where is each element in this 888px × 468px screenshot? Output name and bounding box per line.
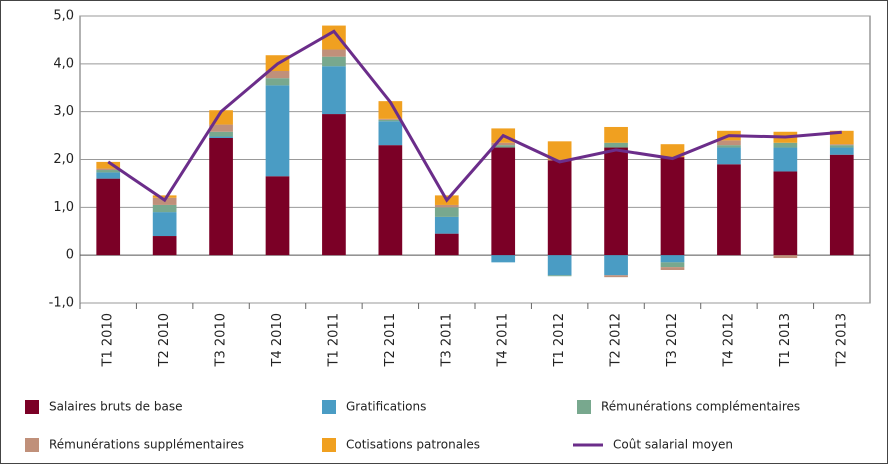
bar-segment bbox=[491, 255, 516, 263]
bar-segment bbox=[660, 144, 685, 158]
legend-swatch bbox=[25, 438, 39, 452]
bar-segment bbox=[209, 136, 233, 138]
bar-segment bbox=[322, 114, 346, 256]
bar-segment bbox=[491, 147, 516, 256]
y-tick-label: 3,0 bbox=[53, 104, 74, 119]
bar-segment bbox=[378, 119, 403, 122]
bar-segment bbox=[96, 161, 121, 169]
legend-label: Salaires bruts de base bbox=[49, 400, 182, 414]
x-tick-label: T1 2012 bbox=[552, 313, 567, 367]
x-tick-label: T1 2010 bbox=[101, 313, 116, 367]
bar-segment bbox=[829, 145, 854, 148]
x-tick-label: T2 2010 bbox=[157, 313, 172, 367]
legend-swatch bbox=[577, 400, 591, 414]
bar-segment bbox=[604, 255, 628, 276]
legend-swatch bbox=[322, 438, 336, 452]
bar-segment bbox=[547, 141, 572, 160]
bar-segment bbox=[152, 204, 177, 213]
bar-segment bbox=[434, 216, 459, 234]
bar-segment bbox=[660, 255, 685, 263]
x-tick-label: T2 2012 bbox=[609, 313, 624, 367]
legend-label: Coût salarial moyen bbox=[613, 438, 733, 452]
bar-segment bbox=[378, 121, 403, 146]
bar-segment bbox=[547, 160, 572, 256]
bar-segment bbox=[717, 147, 741, 165]
bar-segment bbox=[322, 56, 346, 67]
x-tick-label: T3 2012 bbox=[665, 313, 680, 367]
bar-segment bbox=[434, 233, 459, 256]
x-tick-label: T3 2010 bbox=[214, 313, 229, 367]
legend-swatch bbox=[25, 400, 39, 414]
bar-segment bbox=[96, 172, 121, 179]
bar-segment bbox=[717, 140, 741, 146]
bar-segment bbox=[209, 124, 233, 132]
legend-label: Cotisations patronales bbox=[346, 438, 480, 452]
bar-segment bbox=[491, 145, 516, 148]
bar-segment bbox=[660, 157, 685, 256]
x-tick-label: T1 2011 bbox=[326, 313, 341, 367]
bar-segment bbox=[717, 164, 741, 256]
bar-segment bbox=[265, 78, 290, 86]
bar-segment bbox=[773, 147, 798, 172]
x-tick-label: T3 2011 bbox=[439, 313, 454, 367]
bar-segment bbox=[152, 236, 177, 256]
bar-segment bbox=[209, 137, 233, 256]
bar-segment bbox=[547, 159, 572, 161]
bar-segment bbox=[434, 204, 459, 208]
bar-segment bbox=[96, 168, 121, 171]
bar-segment bbox=[322, 49, 346, 57]
bar-segment bbox=[265, 85, 290, 177]
x-tick-label: T4 2012 bbox=[721, 313, 736, 367]
x-tick-label: T4 2011 bbox=[496, 313, 511, 367]
bar-segment bbox=[773, 171, 798, 256]
x-tick-label: T2 2011 bbox=[383, 313, 398, 367]
line bbox=[107, 29, 842, 203]
bar-segment bbox=[660, 267, 685, 270]
legend-label: Gratifications bbox=[346, 400, 426, 414]
x-tick-label: T2 2013 bbox=[834, 313, 849, 367]
legend-label: Rémunérations supplémentaires bbox=[49, 438, 244, 452]
bar-segment bbox=[265, 176, 290, 256]
bar-segment bbox=[152, 212, 177, 237]
bar-segment bbox=[322, 66, 346, 115]
bar-segment bbox=[491, 142, 516, 146]
bar-segment bbox=[378, 118, 403, 120]
bar-segment bbox=[96, 178, 121, 256]
y-tick-label: 1,0 bbox=[53, 200, 74, 215]
y-tick-label: 5,0 bbox=[53, 9, 74, 24]
y-tick-label: 0 bbox=[66, 248, 74, 263]
bar-segment bbox=[604, 142, 628, 148]
bar-segment bbox=[322, 25, 346, 50]
legend-label: Rémunérations complémentaires bbox=[601, 400, 800, 414]
bar-segment bbox=[547, 255, 572, 276]
bar-segment bbox=[152, 195, 177, 198]
bar-segment bbox=[96, 170, 121, 173]
bar-segment bbox=[717, 145, 741, 148]
x-tick-label: T4 2010 bbox=[270, 313, 285, 367]
bar-segment bbox=[265, 71, 290, 79]
bar-segment bbox=[604, 275, 628, 278]
y-tick-label: -1,0 bbox=[49, 296, 74, 311]
x-tick-label: T1 2013 bbox=[778, 313, 793, 367]
y-tick-label: 2,0 bbox=[53, 152, 74, 167]
bar-segment bbox=[604, 126, 628, 143]
bar-segment bbox=[547, 275, 572, 277]
legend-swatch bbox=[322, 400, 336, 414]
bar-segment bbox=[829, 154, 854, 256]
bar-segment bbox=[660, 262, 685, 268]
bar-segment bbox=[378, 145, 403, 256]
bar-segment bbox=[434, 207, 459, 217]
bar-segment bbox=[604, 147, 628, 256]
bar-segment bbox=[829, 147, 854, 155]
bar-segment bbox=[773, 255, 798, 259]
bar-segment bbox=[829, 144, 854, 146]
y-tick-label: 4,0 bbox=[53, 56, 74, 71]
bar-segment bbox=[773, 142, 798, 148]
bar-segment bbox=[209, 131, 233, 137]
